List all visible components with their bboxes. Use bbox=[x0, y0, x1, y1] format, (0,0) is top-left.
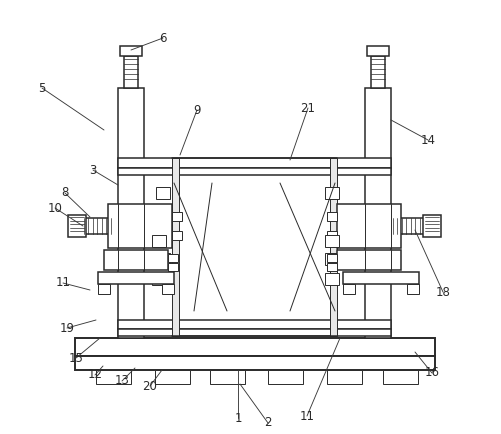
Bar bbox=[118, 158, 391, 168]
Bar bbox=[327, 370, 362, 384]
Bar bbox=[96, 370, 131, 384]
Bar bbox=[98, 284, 110, 294]
Bar bbox=[172, 158, 179, 336]
Text: 3: 3 bbox=[89, 164, 97, 177]
Text: 15: 15 bbox=[69, 352, 84, 365]
Text: 11: 11 bbox=[300, 410, 315, 423]
Text: 19: 19 bbox=[60, 322, 75, 335]
Bar bbox=[68, 215, 86, 237]
Text: 6: 6 bbox=[159, 32, 167, 45]
Bar bbox=[168, 254, 178, 262]
Bar bbox=[357, 212, 365, 240]
Bar bbox=[268, 370, 303, 384]
Text: 11: 11 bbox=[56, 276, 71, 289]
Text: 16: 16 bbox=[424, 366, 439, 379]
Bar bbox=[325, 273, 339, 285]
Bar bbox=[337, 250, 401, 270]
Bar bbox=[118, 329, 391, 336]
Bar bbox=[118, 168, 391, 175]
Bar bbox=[210, 370, 245, 384]
Bar bbox=[156, 187, 170, 199]
Bar bbox=[162, 284, 174, 294]
Bar bbox=[325, 187, 339, 199]
Bar bbox=[108, 204, 172, 248]
Text: 18: 18 bbox=[435, 286, 450, 299]
Bar bbox=[118, 320, 391, 329]
Text: 9: 9 bbox=[193, 103, 201, 116]
Bar bbox=[337, 204, 401, 248]
Bar bbox=[327, 254, 337, 262]
Text: 12: 12 bbox=[88, 368, 103, 381]
Bar bbox=[383, 370, 418, 384]
Bar bbox=[330, 158, 337, 336]
Text: 8: 8 bbox=[61, 187, 69, 200]
Bar bbox=[343, 284, 355, 294]
Bar bbox=[75, 338, 435, 356]
Bar bbox=[120, 46, 142, 56]
Bar bbox=[124, 56, 138, 88]
Bar bbox=[152, 235, 166, 247]
Bar bbox=[407, 284, 419, 294]
Bar bbox=[82, 218, 118, 234]
Bar bbox=[365, 88, 391, 338]
Bar bbox=[367, 46, 389, 56]
Bar bbox=[168, 263, 178, 271]
Bar bbox=[423, 215, 441, 237]
Bar bbox=[391, 218, 427, 234]
Bar bbox=[371, 56, 385, 88]
Bar bbox=[155, 370, 190, 384]
Bar bbox=[172, 231, 182, 240]
Bar bbox=[104, 250, 168, 270]
Text: 20: 20 bbox=[143, 379, 157, 392]
Text: 21: 21 bbox=[301, 102, 316, 115]
Text: 10: 10 bbox=[48, 201, 63, 214]
Bar bbox=[327, 212, 337, 221]
Bar bbox=[118, 88, 144, 338]
Bar bbox=[325, 235, 339, 247]
Bar bbox=[144, 212, 152, 240]
Bar bbox=[327, 263, 337, 271]
Bar bbox=[75, 356, 435, 370]
Bar bbox=[172, 212, 182, 221]
Bar bbox=[156, 253, 170, 265]
Bar bbox=[152, 273, 166, 285]
Bar bbox=[343, 272, 419, 284]
Text: 13: 13 bbox=[115, 375, 129, 388]
Text: 5: 5 bbox=[38, 82, 46, 95]
Text: 1: 1 bbox=[234, 411, 242, 424]
Text: 2: 2 bbox=[264, 417, 272, 430]
Bar bbox=[98, 272, 174, 284]
Bar bbox=[325, 253, 339, 265]
Text: 14: 14 bbox=[420, 134, 435, 147]
Bar bbox=[327, 231, 337, 240]
